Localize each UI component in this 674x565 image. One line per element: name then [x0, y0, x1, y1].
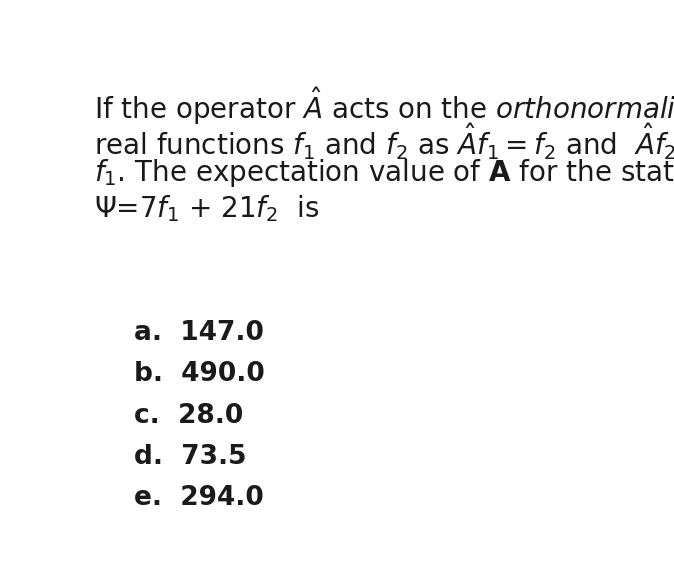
Text: real functions $f_1$ and $f_2$ as $\hat{A}f_1 = f_2$ and  $\hat{A}f_2 =$: real functions $f_1$ and $f_2$ as $\hat{…	[94, 121, 674, 162]
Text: $\Psi$=7$f_1$ + 21$f_2$  is: $\Psi$=7$f_1$ + 21$f_2$ is	[94, 194, 319, 224]
Text: a.  147.0: a. 147.0	[134, 320, 264, 346]
Text: $f_1$. The expectation value of $\mathbf{A}$ for the state: $f_1$. The expectation value of $\mathbf…	[94, 158, 674, 189]
Text: e.  294.0: e. 294.0	[134, 485, 264, 511]
Text: If the operator $\hat{A}$ acts on the $\mathit{orthonormalized}$: If the operator $\hat{A}$ acts on the $\…	[94, 85, 674, 127]
Text: b.  490.0: b. 490.0	[134, 362, 265, 388]
Text: c.  28.0: c. 28.0	[134, 403, 243, 429]
Text: d.  73.5: d. 73.5	[134, 444, 247, 470]
